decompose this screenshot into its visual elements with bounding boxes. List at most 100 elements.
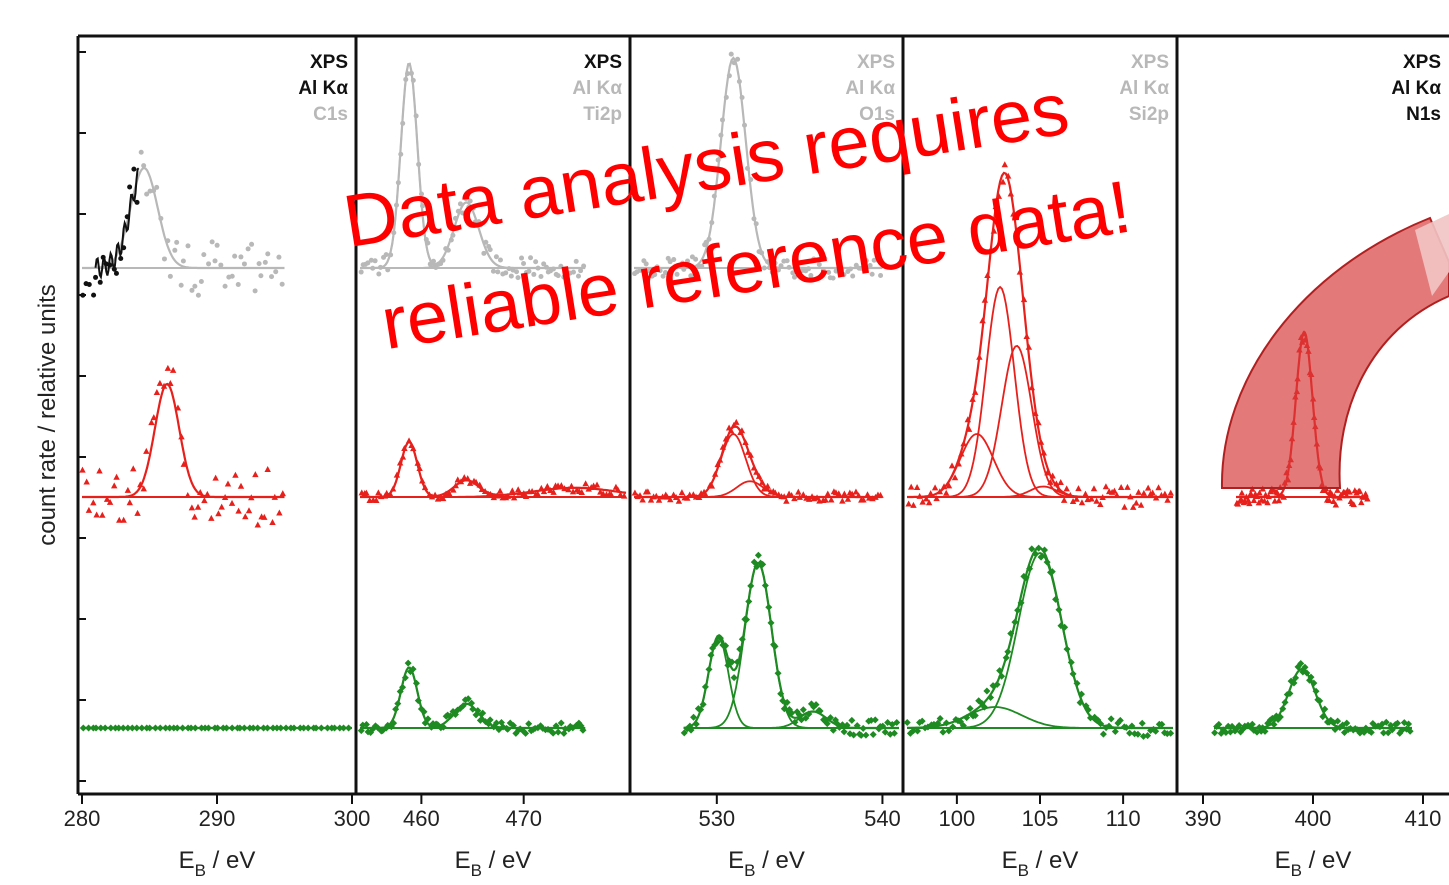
data-point (1078, 499, 1086, 506)
data-point (85, 506, 93, 513)
data-point (419, 191, 425, 197)
data-point (857, 731, 865, 739)
data-point (236, 724, 244, 732)
data-point (855, 492, 862, 499)
data-point (959, 722, 967, 730)
data-point (701, 683, 709, 691)
data-point (237, 482, 245, 489)
data-point (228, 724, 236, 732)
data-point (504, 492, 512, 499)
data-point (248, 494, 255, 501)
component-peak (907, 552, 1173, 729)
data-point (93, 274, 99, 280)
data-point (992, 203, 999, 210)
panel-label: XPS (584, 52, 622, 73)
data-point (767, 619, 775, 627)
panel-label: Al Kα (298, 78, 348, 99)
data-point (469, 705, 477, 713)
data-point (771, 642, 779, 650)
data-point (540, 488, 548, 495)
data-point (733, 658, 741, 666)
data-point (156, 379, 164, 386)
panel-N1s: XPS Al Kα N1s (1211, 52, 1441, 737)
data-point (398, 151, 404, 157)
data-point (509, 722, 517, 730)
data-point (188, 504, 196, 511)
data-point (1280, 493, 1287, 500)
data-point (508, 273, 514, 279)
data-point (534, 490, 541, 497)
data-point (593, 481, 601, 488)
data-point (1017, 599, 1025, 607)
data-point (780, 705, 788, 713)
data-point (1090, 485, 1098, 492)
data-point (1016, 268, 1024, 275)
data-point (655, 496, 663, 503)
data-point (687, 726, 695, 734)
data-point (964, 416, 972, 423)
data-point (420, 708, 428, 716)
data-point (487, 490, 494, 497)
data-point (194, 503, 202, 510)
x-axis-label-unit: / eV (1302, 847, 1351, 874)
x-tick-label: 410 (1405, 806, 1442, 831)
data-point (736, 79, 742, 85)
data-point (1140, 489, 1148, 496)
data-point (1246, 500, 1253, 507)
data-point (840, 728, 848, 736)
data-point (841, 490, 848, 497)
data-point (742, 438, 749, 445)
data-point (699, 263, 705, 269)
data-point (839, 497, 846, 504)
fit-envelope (360, 440, 627, 499)
data-point (400, 120, 406, 126)
data-point (249, 724, 257, 732)
data-point (1274, 489, 1281, 496)
data-point (531, 271, 537, 277)
data-point (1076, 699, 1084, 707)
data-point (680, 729, 688, 737)
data-point (664, 493, 671, 500)
data-point (510, 494, 518, 501)
data-point (304, 724, 312, 732)
x-axis-label-main: E (179, 847, 195, 874)
data-point (788, 709, 796, 717)
data-point (128, 724, 136, 732)
data-point (869, 271, 875, 277)
data-point (276, 509, 283, 516)
data-point (951, 474, 959, 481)
data-point (1310, 679, 1318, 687)
data-point (1256, 489, 1263, 496)
data-point (893, 718, 901, 726)
data-point (958, 450, 965, 457)
data-point (999, 178, 1007, 185)
x-tick-label: 540 (864, 806, 901, 831)
data-point (1025, 343, 1033, 350)
fit-envelope (82, 382, 285, 499)
data-point (660, 273, 666, 279)
data-point (495, 269, 501, 275)
data-point (644, 488, 652, 495)
data-point (486, 716, 494, 724)
data-point (1010, 210, 1017, 217)
data-point (730, 674, 738, 682)
data-point (180, 460, 187, 467)
data-point (198, 724, 206, 732)
data-point (1238, 489, 1246, 496)
data-point (279, 281, 285, 287)
data-point (748, 177, 754, 183)
data-point (795, 488, 802, 495)
data-point (652, 272, 658, 278)
plot-frame (76, 34, 1449, 796)
data-point (693, 256, 699, 262)
x-axis-label-sub: B (195, 861, 206, 880)
data-point (464, 475, 471, 482)
data-point (1035, 419, 1042, 426)
data-point (178, 433, 185, 440)
data-point (392, 705, 400, 713)
data-point (561, 485, 568, 492)
data-point (1117, 484, 1125, 491)
data-point (1032, 409, 1039, 416)
y-axis-label: count rate / relative units (34, 284, 61, 545)
data-point (697, 706, 705, 714)
